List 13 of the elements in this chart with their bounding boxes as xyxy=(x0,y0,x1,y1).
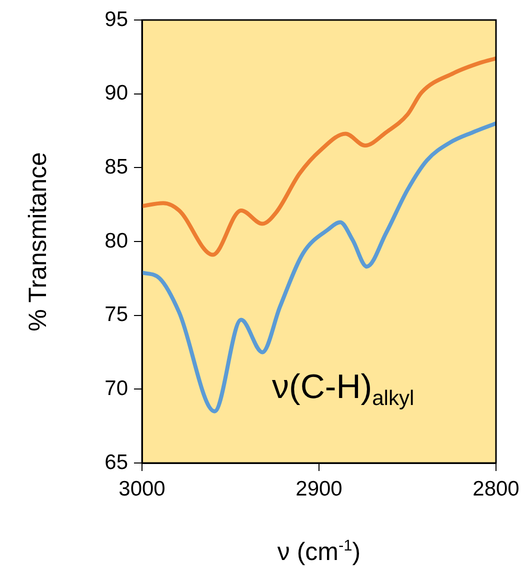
y-tick-label: 70 xyxy=(104,376,128,400)
x-tick-label: 3000 xyxy=(118,477,166,500)
y-tick-label: 90 xyxy=(104,82,128,105)
y-tick-label: 65 xyxy=(104,450,128,474)
y-axis-title: % Transmitance xyxy=(24,152,52,332)
y-tick-label: 80 xyxy=(104,229,128,252)
line-series xyxy=(142,56,496,257)
x-tick-label: 2900 xyxy=(296,477,342,500)
x-tick-label: 2800 xyxy=(472,477,520,500)
y-tick-label: 85 xyxy=(104,155,128,178)
line-series xyxy=(142,121,496,414)
y-tick-label: 95 xyxy=(104,8,128,31)
y-tick-label: 75 xyxy=(104,303,128,326)
